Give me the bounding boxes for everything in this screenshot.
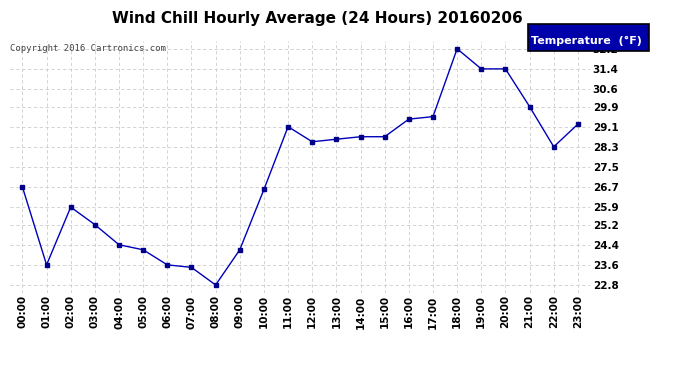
Text: Temperature  (°F): Temperature (°F) [531,36,642,46]
Text: Wind Chill Hourly Average (24 Hours) 20160206: Wind Chill Hourly Average (24 Hours) 201… [112,11,523,26]
Text: Copyright 2016 Cartronics.com: Copyright 2016 Cartronics.com [10,44,166,52]
